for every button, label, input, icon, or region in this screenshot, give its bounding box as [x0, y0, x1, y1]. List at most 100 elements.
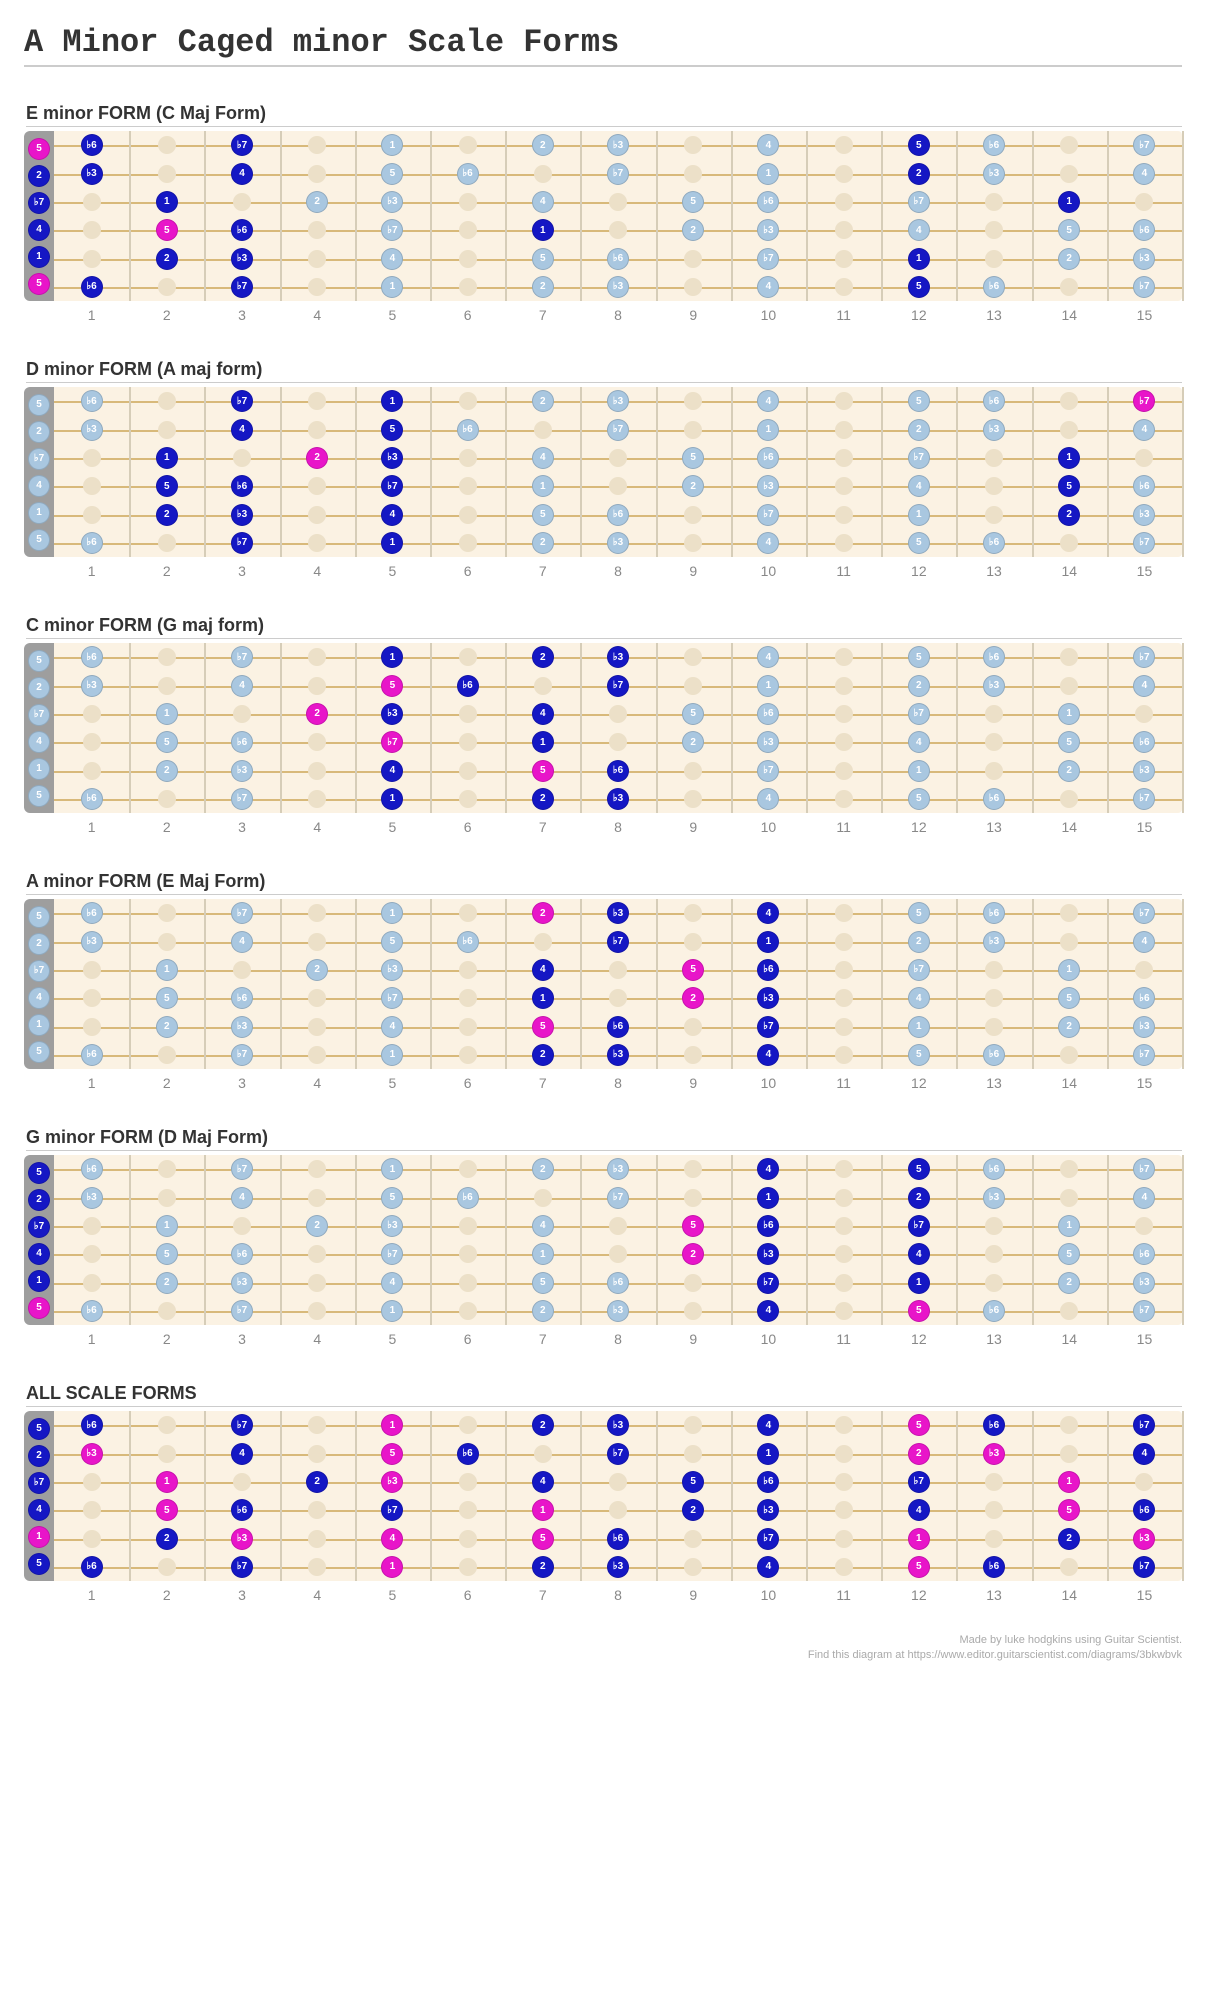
fret-number: 4	[280, 557, 355, 579]
fret-number: 8	[580, 1069, 655, 1091]
ghost-dot	[835, 1217, 853, 1235]
scale-dot: ♭6	[983, 902, 1005, 924]
fret-line	[1107, 643, 1109, 813]
ghost-dot	[835, 165, 853, 183]
scale-dot: 1	[1058, 1471, 1080, 1493]
scale-dot: ♭7	[1133, 788, 1155, 810]
scale-dot: 1	[28, 246, 50, 268]
ghost-dot	[83, 705, 101, 723]
scale-dot: ♭6	[983, 1414, 1005, 1436]
scale-dot: 2	[532, 1414, 554, 1436]
scale-dot: 5	[908, 134, 930, 156]
fret-line	[204, 387, 206, 557]
scale-dot: 2	[532, 788, 554, 810]
fret-line	[1182, 899, 1184, 1069]
scale-dot: 1	[381, 532, 403, 554]
fret-number: 8	[580, 1581, 655, 1603]
scale-dot: 2	[682, 1243, 704, 1265]
scale-dot: 1	[532, 219, 554, 241]
scale-dot: ♭7	[28, 704, 50, 726]
fret-number: 4	[280, 1325, 355, 1347]
ghost-dot	[308, 790, 326, 808]
ghost-dot	[684, 1274, 702, 1292]
scale-dot: 4	[231, 419, 253, 441]
scale-dot: 1	[381, 902, 403, 924]
ghost-dot	[835, 250, 853, 268]
scale-dot: 1	[28, 758, 50, 780]
scale-dot: 4	[381, 504, 403, 526]
fret-number: 5	[355, 1581, 430, 1603]
ghost-dot	[308, 477, 326, 495]
scale-dot: 2	[1058, 1528, 1080, 1550]
fret-number: 8	[580, 301, 655, 323]
ghost-dot	[308, 1274, 326, 1292]
scale-dot: 2	[532, 1044, 554, 1066]
scale-dot: 5	[156, 219, 178, 241]
scale-dot: 5	[28, 906, 50, 928]
scale-dot: 2	[532, 276, 554, 298]
fret-number: 13	[956, 813, 1031, 835]
ghost-dot	[308, 1189, 326, 1207]
scale-dot: 1	[28, 502, 50, 524]
fretboard-grid: ♭6♭712♭345♭6♭7♭345♭6♭712♭3412♭345♭6♭715♭…	[54, 1155, 1182, 1325]
scale-dot: ♭3	[607, 1556, 629, 1578]
scale-dot: 5	[28, 1553, 50, 1575]
ghost-dot	[609, 1245, 627, 1263]
footer-line-1: Made by luke hodgkins using Guitar Scien…	[24, 1633, 1182, 1648]
fretboard-grid: ♭6♭712♭345♭6♭7♭345♭6♭712♭3412♭345♭6♭715♭…	[54, 899, 1182, 1069]
nut-column: 52♭7415	[24, 1411, 54, 1581]
ghost-dot	[1060, 904, 1078, 922]
scale-dot: 5	[1058, 219, 1080, 241]
diagram-title: ALL SCALE FORMS	[26, 1383, 1182, 1407]
scale-dot: 4	[231, 931, 253, 953]
fret-line	[731, 1411, 733, 1581]
ghost-dot	[459, 506, 477, 524]
scale-dot: 4	[908, 475, 930, 497]
scale-dot: ♭6	[81, 1044, 103, 1066]
scale-dot: 1	[532, 1499, 554, 1521]
scale-dot: ♭6	[1133, 1499, 1155, 1521]
ghost-dot	[459, 1501, 477, 1519]
fret-line	[505, 899, 507, 1069]
scale-dot: ♭3	[757, 475, 779, 497]
ghost-dot	[308, 733, 326, 751]
ghost-dot	[83, 193, 101, 211]
ghost-dot	[308, 534, 326, 552]
ghost-dot	[308, 762, 326, 780]
scale-dot: 1	[156, 447, 178, 469]
diagram-section: C minor FORM (G maj form)52♭7415♭6♭712♭3…	[24, 615, 1182, 835]
scale-dot: ♭3	[381, 1215, 403, 1237]
ghost-dot	[459, 648, 477, 666]
fret-number: 3	[204, 1325, 279, 1347]
ghost-dot	[459, 250, 477, 268]
ghost-dot	[459, 1217, 477, 1235]
fret-line	[731, 643, 733, 813]
ghost-dot	[83, 1018, 101, 1036]
ghost-dot	[1060, 648, 1078, 666]
ghost-dot	[835, 477, 853, 495]
scale-dot: 2	[532, 646, 554, 668]
diagram-title: A minor FORM (E Maj Form)	[26, 871, 1182, 895]
ghost-dot	[835, 278, 853, 296]
scale-dot: ♭7	[757, 760, 779, 782]
scale-dot: ♭7	[1133, 1414, 1155, 1436]
scale-dot: 5	[908, 276, 930, 298]
ghost-dot	[459, 392, 477, 410]
fretboard: 52♭7415♭6♭712♭345♭6♭7♭345♭6♭712♭3412♭345…	[24, 387, 1182, 557]
scale-dot: 4	[1133, 1187, 1155, 1209]
ghost-dot	[609, 477, 627, 495]
scale-dot: 1	[156, 959, 178, 981]
scale-dot: ♭7	[1133, 902, 1155, 924]
scale-dot: ♭3	[81, 675, 103, 697]
ghost-dot	[459, 1160, 477, 1178]
ghost-dot	[684, 392, 702, 410]
fret-line	[355, 643, 357, 813]
scale-dot: ♭7	[231, 1556, 253, 1578]
scale-dot: ♭7	[908, 959, 930, 981]
fret-line	[731, 1155, 733, 1325]
scale-dot: ♭3	[757, 1243, 779, 1265]
ghost-dot	[985, 449, 1003, 467]
ghost-dot	[308, 136, 326, 154]
ghost-dot	[1060, 534, 1078, 552]
scale-dot: 4	[28, 731, 50, 753]
